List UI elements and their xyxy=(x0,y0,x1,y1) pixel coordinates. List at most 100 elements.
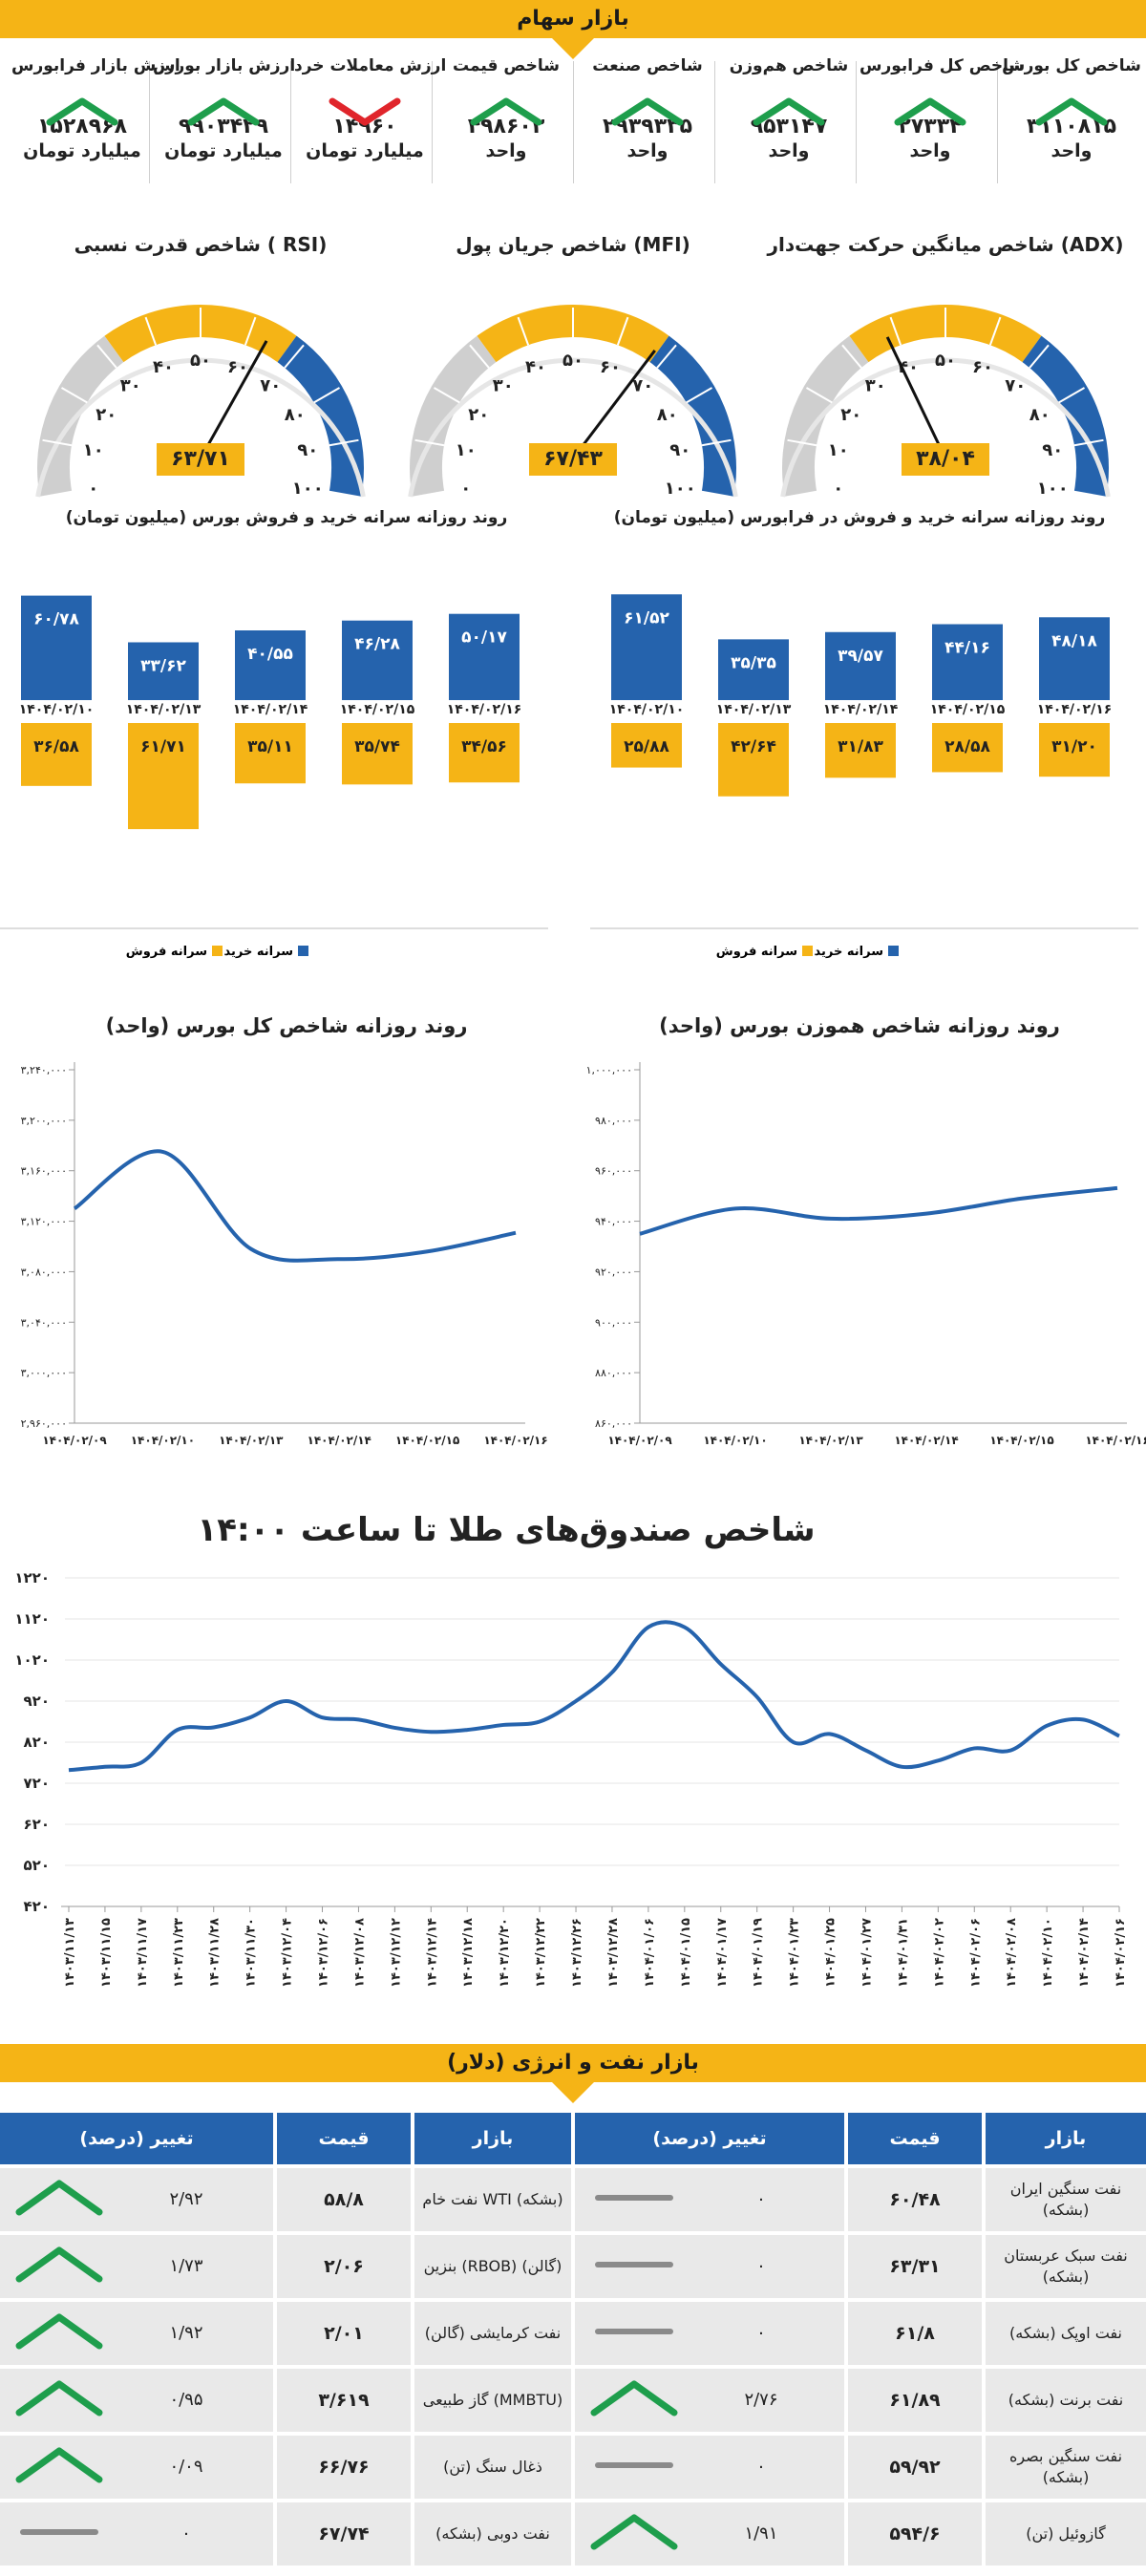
gauge-tick-label: ۱۰ xyxy=(828,440,849,460)
gauge-tick xyxy=(1073,438,1104,447)
gauge-title: شاخص قدرت نسبی ( RSI) xyxy=(74,233,328,256)
trend-down-icon xyxy=(329,97,401,126)
bar-category-label: ۱۴۰۴/۰۲/۱۶ xyxy=(447,702,522,717)
change-value: ۱/۷۳ xyxy=(169,2256,203,2276)
x-tick-label: ۱۴۰۴/۰۲/۱۰ xyxy=(131,1434,195,1447)
trend-flat-icon xyxy=(595,2329,673,2334)
trend-up-icon xyxy=(590,2380,678,2416)
change-cell: ۲/۹۲ xyxy=(0,2168,273,2231)
indicator-label: شاخص کل فرابورس xyxy=(860,56,1026,75)
gauge-tick xyxy=(517,316,530,346)
change-cell: ۰/۹۵ xyxy=(0,2369,273,2432)
gauge-outline xyxy=(35,357,366,498)
buy-value-label: ۶۰/۷۸ xyxy=(33,610,79,629)
gauge-tick-label: ۹۰ xyxy=(669,440,690,460)
indicator-card: ارزش بازار فرابورس ۱۵۲۸۹۶۸ میلیارد تومان xyxy=(11,52,180,185)
market-name-cell: نفت خام WTI (بشکه) xyxy=(414,2168,571,2231)
bar-category-label: ۱۴۰۴/۰۲/۱۵ xyxy=(340,702,415,717)
bar-chart-fara-title: روند روزانه سرانه خرید و فروش در فرابورس… xyxy=(613,508,1106,527)
buy-bar xyxy=(128,642,199,700)
bar-category-label: ۱۴۰۴/۰۲/۱۴ xyxy=(823,702,899,717)
gauge-tick-label: ۸۰ xyxy=(285,405,306,425)
indicator-label: ارزش معاملات خرد xyxy=(294,56,447,75)
indicator-label: شاخص هم‌وزن xyxy=(729,56,849,75)
indicator-card: ارزش معاملات خرد ۱۴۹۶۰ میلیارد تومان xyxy=(294,52,447,185)
gold-x-tick-label: ۱۴۰۳/۱۱/۱۷ xyxy=(136,1918,150,1988)
x-tick-label: ۱۴۰۴/۰۲/۱۳ xyxy=(798,1434,863,1447)
gold-x-tick-label: ۱۴۰۳/۱۱/۲۸ xyxy=(208,1918,223,1988)
trend-up-icon xyxy=(611,97,684,126)
change-cell: ۰ xyxy=(0,2502,273,2565)
gauge-tick-label: ۰ xyxy=(833,479,843,499)
trend-flat-icon xyxy=(595,2262,673,2267)
energy-title: بازار نفت و انرژی (دلار) xyxy=(447,2051,699,2075)
gauge-tick-label: ۱۰ xyxy=(83,440,104,460)
change-cell: ۲/۷۶ xyxy=(575,2369,844,2432)
gauge-title: شاخص جریان پول (MFI) xyxy=(456,233,690,256)
buy-bar xyxy=(235,630,306,700)
market-name-cell: گاز طبیعی (MMBTU) xyxy=(414,2369,571,2432)
sell-value-label: ۴۲/۶۴ xyxy=(731,737,776,756)
buy-value-label: ۴۴/۱۶ xyxy=(944,639,990,658)
bar-category-label: ۱۴۰۴/۰۲/۱۵ xyxy=(930,702,1006,717)
gauge-tick xyxy=(96,344,117,369)
indicator-separator xyxy=(714,61,715,183)
sell-value-label: ۳۶/۵۸ xyxy=(33,737,79,756)
y-tick-label: ۸۸۰,۰۰۰ xyxy=(595,1367,632,1379)
change-value: ۰ xyxy=(181,2523,191,2544)
indicator-unit: میلیارد تومان xyxy=(164,140,283,161)
gauge-tick-label: ۹۰ xyxy=(1042,440,1063,460)
change-cell: ۱/۷۳ xyxy=(0,2235,273,2298)
gauge-tick xyxy=(616,316,629,346)
market-name-cell: نفت کرمایشی (گالن) xyxy=(414,2302,571,2365)
gauge-tick xyxy=(686,387,712,404)
gold-x-tick-label: ۱۴۰۴/۰۲/۱۶ xyxy=(1114,1918,1128,1988)
table-header-market: بازار xyxy=(986,2113,1146,2164)
gauge-tick xyxy=(469,344,490,369)
gold-x-tick-label: ۱۴۰۴/۰۱/۰۶ xyxy=(643,1918,657,1988)
gold-y-tick-label: ۱۲۲۰ xyxy=(14,1569,50,1586)
sell-bar xyxy=(342,723,413,785)
gauge-tick xyxy=(806,387,833,404)
indicator-card: شاخص صنعت ۲۹۳۹۳۳۵ واحد xyxy=(577,52,718,185)
gold-x-tick-label: ۱۴۰۴/۰۱/۲۵ xyxy=(824,1918,838,1988)
gauge-tick-label: ۵۰ xyxy=(935,351,956,371)
gold-x-tick-label: ۱۴۰۳/۱۲/۰۴ xyxy=(281,1918,295,1988)
gauge-outline xyxy=(408,357,738,498)
sell-value-label: ۳۵/۱۱ xyxy=(247,737,293,756)
gauge-tick xyxy=(61,387,88,404)
gold-y-tick-label: ۱۱۲۰ xyxy=(14,1610,50,1628)
gauge-tick-label: ۰ xyxy=(460,479,471,499)
market-name-cell: گازوئیل (تن) xyxy=(986,2502,1146,2565)
y-tick-label: ۱,۰۰۰,۰۰۰ xyxy=(586,1064,632,1076)
market-name-cell: نفت دوبی (بشکه) xyxy=(414,2502,571,2565)
change-cell: ۰ xyxy=(575,2168,844,2231)
gauge-tick-label: ۸۰ xyxy=(1029,405,1050,425)
gold-x-tick-label: ۱۴۰۳/۱۲/۱۴ xyxy=(425,1918,439,1988)
market-name-cell: نفت برنت (بشکه) xyxy=(986,2369,1146,2432)
indicator-label: ارزش بازار بورس xyxy=(153,56,296,75)
market-name-cell: بنزین (RBOB) (گالن) xyxy=(414,2235,571,2298)
gauge-tick-label: ۴۰ xyxy=(525,357,546,377)
indicator-unit: واحد xyxy=(485,140,527,161)
change-value: ۱/۹۲ xyxy=(169,2323,203,2343)
trend-flat-icon xyxy=(595,2195,673,2201)
change-value: ۱/۹۱ xyxy=(744,2523,778,2544)
change-cell: ۰ xyxy=(575,2235,844,2298)
change-cell: ۱/۹۱ xyxy=(575,2502,844,2565)
y-tick-label: ۳,۰۰۰,۰۰۰ xyxy=(21,1367,67,1379)
change-value: ۰ xyxy=(756,2457,766,2477)
x-tick-label: ۱۴۰۴/۰۲/۰۹ xyxy=(42,1434,107,1447)
price-cell: ۳/۶۱۹ xyxy=(277,2369,411,2432)
trend-flat-icon xyxy=(595,2462,673,2468)
gauge-title: شاخص میانگین حرکت جهت‌دار (ADX) xyxy=(767,233,1124,256)
gold-x-tick-label: ۱۴۰۳/۱۱/۲۳ xyxy=(172,1918,186,1988)
gauge-tick-label: ۳۰ xyxy=(865,376,886,396)
gold-y-tick-label: ۸۲۰ xyxy=(24,1734,50,1751)
buy-bar xyxy=(1039,617,1110,700)
gold-x-tick-label: ۱۴۰۴/۰۲/۱۰ xyxy=(1041,1918,1055,1988)
indicator-card: شاخص کل فرابورس ۲۷۳۳۴ واحد xyxy=(860,52,1026,185)
market-name-cell: ذغال سنگ (تن) xyxy=(414,2436,571,2499)
trend-up-icon xyxy=(187,97,260,126)
